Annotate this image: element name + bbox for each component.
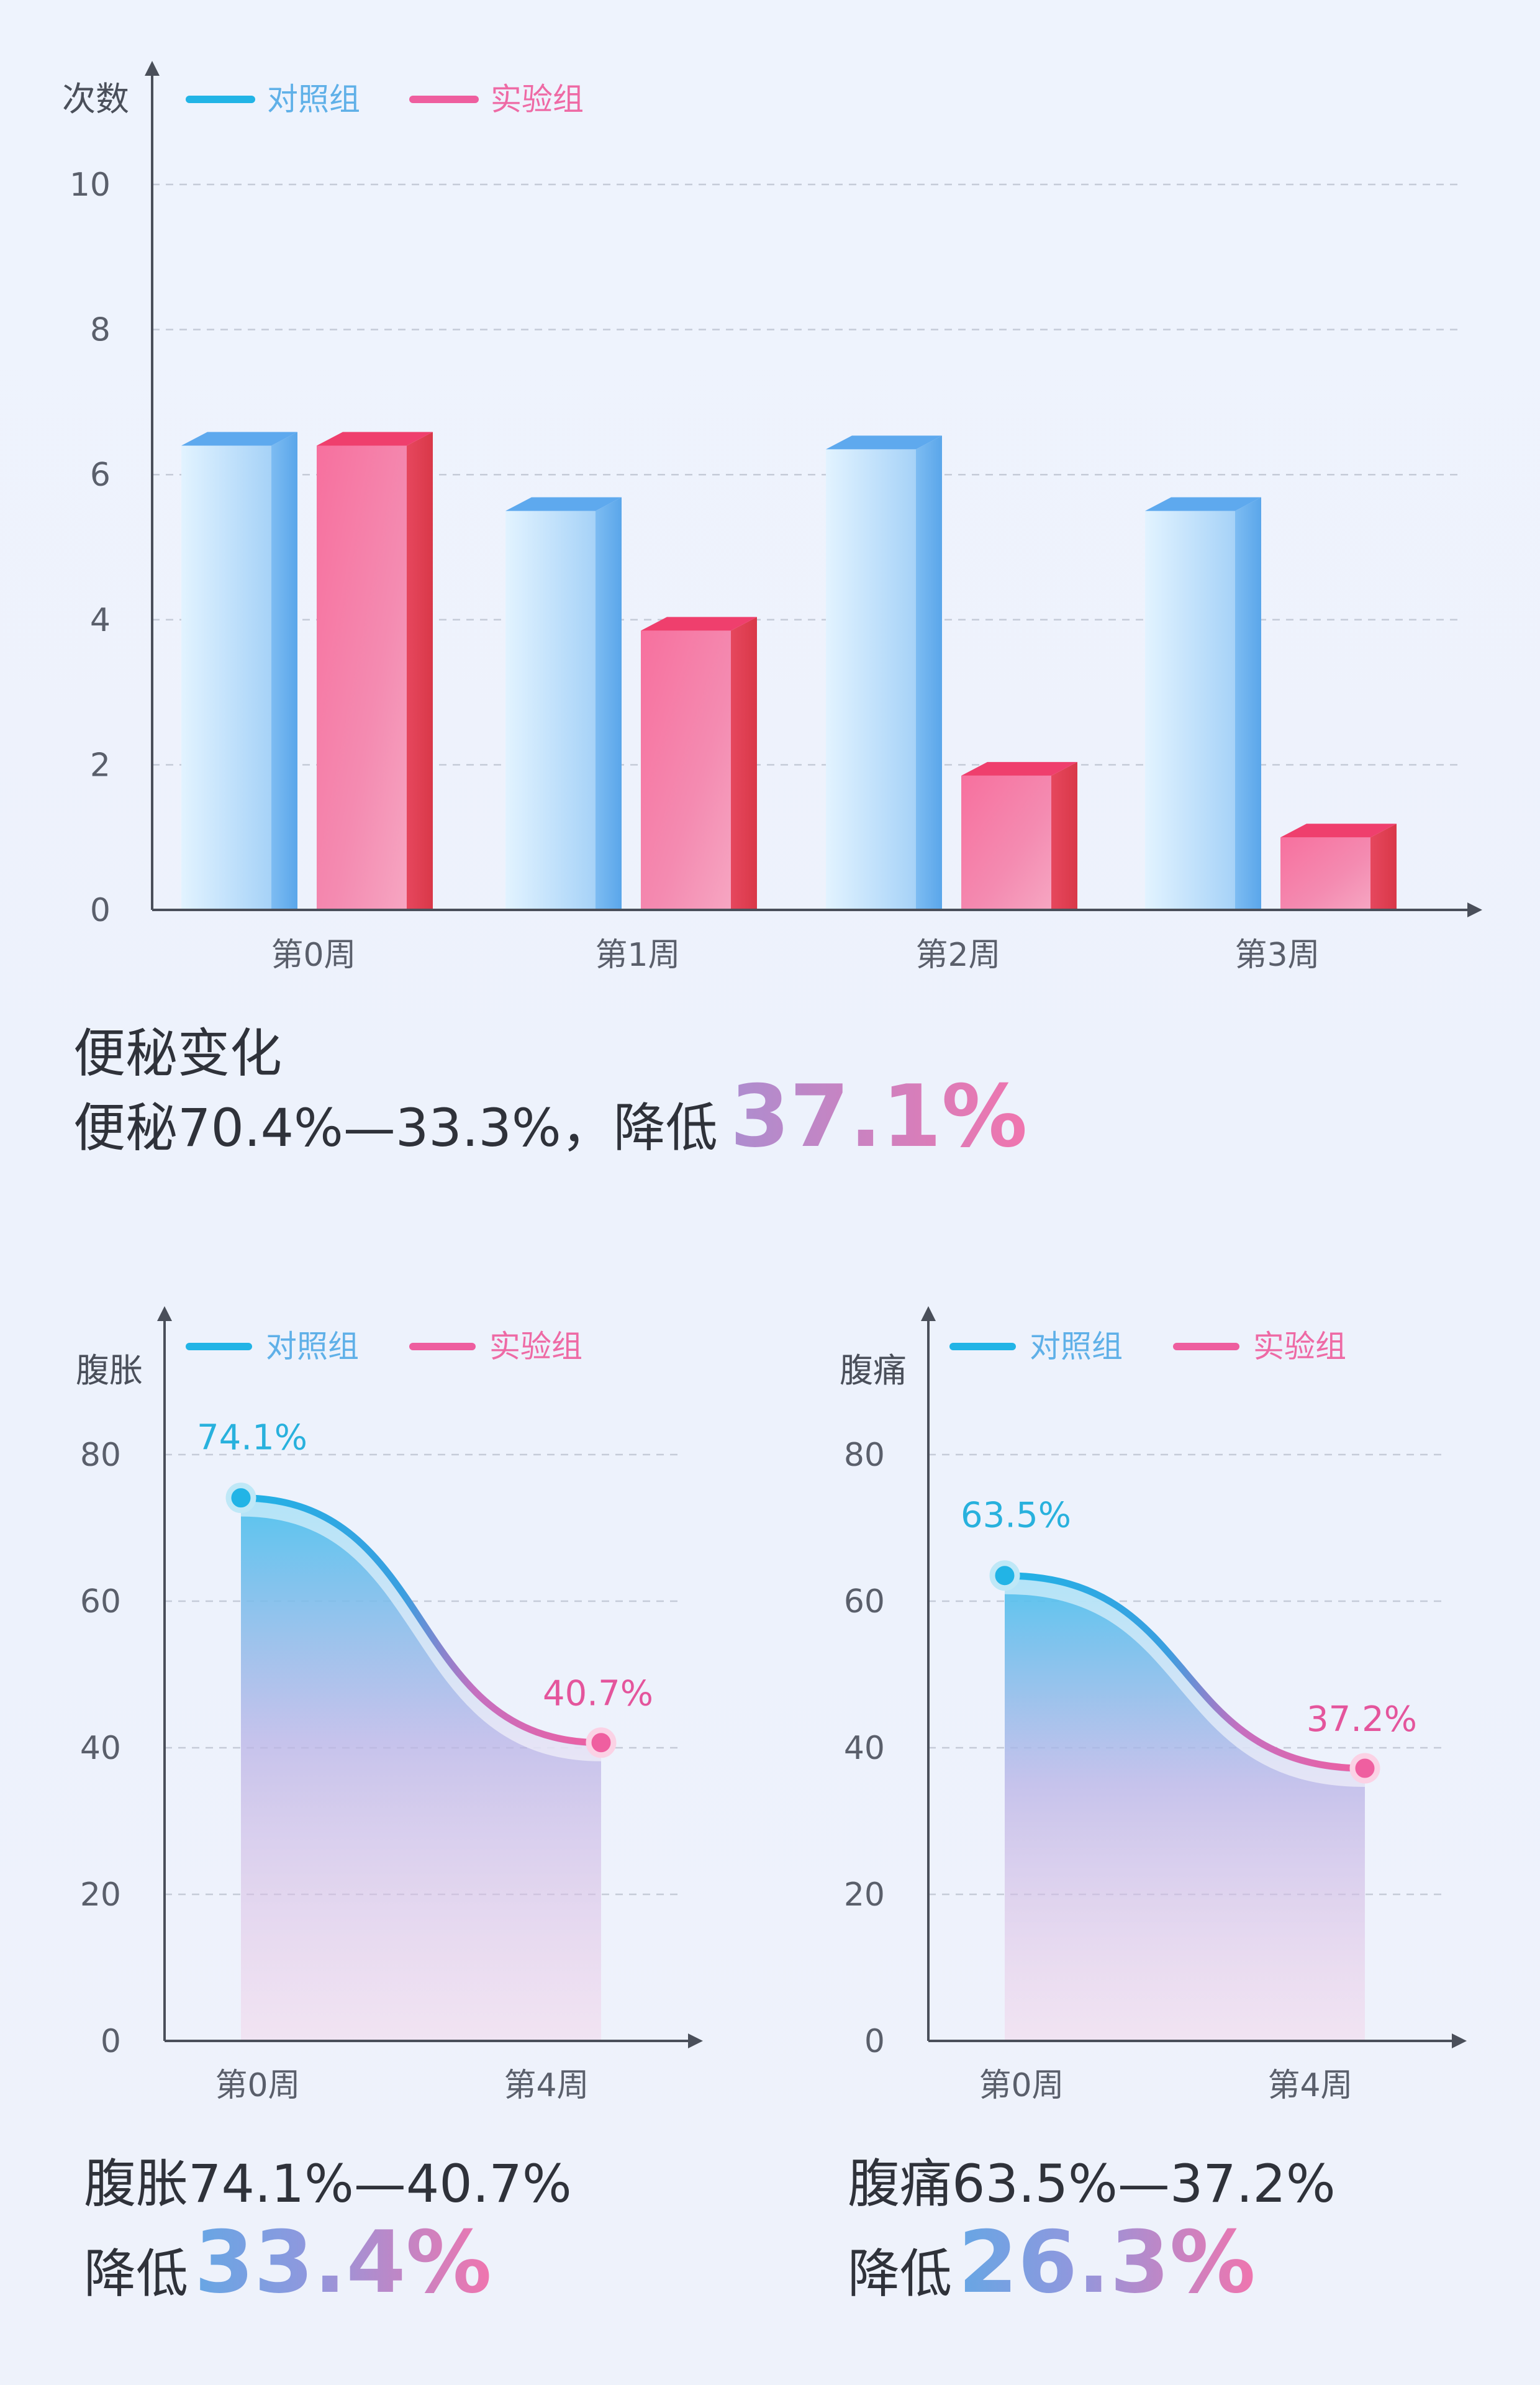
bar-y-tick-label: 4 [90,602,111,639]
bar-front-face [505,511,596,910]
area-y-axis-title: 腹胀 [76,1351,143,1390]
start-data-label: 63.5% [961,1496,1071,1536]
bar-x-tick-label: 第0周 [271,937,356,974]
area-curve [1001,1572,1369,1772]
end-data-label: 40.7% [543,1674,653,1714]
pain-reduction-line: 降低26.3% [848,2212,1256,2312]
area-fill [1005,1575,1365,2041]
area-y-tick-label: 60 [844,1583,885,1620]
bar-top-face [826,435,942,450]
legend-control-label: 对照组 [1030,1329,1123,1365]
area-y-axis-title: 腹痛 [840,1351,907,1390]
control-bar [826,435,942,910]
bar-side-face [1370,824,1397,910]
area-y-tick-label: 0 [101,2023,121,2060]
bar-front-face [181,445,271,910]
legend-control-label: 对照组 [266,1329,359,1365]
bar-x-tick-label: 第2周 [915,937,1000,974]
bar-x-tick-label: 第1周 [595,937,680,974]
bar-top-face [961,761,1077,776]
pain-summary: 腹痛63.5%—37.2% [848,2153,1336,2214]
constipation-reduction: 37.1% [730,1066,1028,1166]
curve-glow [1004,1579,1366,1788]
bar-top-face [181,432,297,446]
bar-front-face [641,630,731,910]
area-y-tick-label: 20 [844,1876,885,1914]
bar-front-face [961,775,1051,910]
bar-top-face [1145,497,1261,511]
experiment-bar [641,617,757,910]
bar-front-face [826,449,916,910]
legend-control-label: 对照组 [267,81,360,117]
legend-experiment-label: 实验组 [489,1329,582,1365]
area-y-tick-label: 40 [844,1730,885,1767]
bar-top-face [1280,824,1397,838]
bloating-reduction: 33.4% [194,2212,492,2312]
legend-experiment-label: 实验组 [1253,1329,1346,1365]
bar-front-face [1280,837,1370,910]
area-x-tick-label: 第4周 [504,2067,589,2104]
area-y-tick-label: 60 [80,1583,121,1620]
bar-side-face [271,432,297,910]
end-point [1349,1753,1380,1784]
bar-y-tick-label: 8 [90,312,111,349]
bar-y-tick-label: 10 [70,166,111,204]
constipation-summary: 便秘70.4%—33.3%，降低 37.1% [73,1066,1027,1166]
area-y-tick-label: 80 [844,1437,885,1474]
start-point [989,1560,1020,1591]
bar-y-tick-label: 6 [90,457,111,494]
bloating-reduction-line: 降低33.4% [84,2212,492,2312]
bloating-area-chart: 0 20 40 60 80 74.1% 40.7% 第0周 第4周 腹胀 对照组 实验组 [76,1306,703,2104]
area-x-tick-label: 第0周 [979,2067,1064,2104]
bar-side-face [916,435,942,910]
bar-y-tick-label: 2 [90,747,111,784]
pain-reduction: 26.3% [958,2212,1256,2312]
end-point [586,1727,617,1758]
bar-side-face [596,497,622,910]
experiment-bar [1280,824,1397,910]
area-y-tick-label: 40 [80,1730,121,1767]
area-y-tick-label: 20 [80,1876,121,1914]
experiment-bar [961,761,1077,910]
bar-top-face [505,497,622,511]
bar-top-face [317,432,433,446]
bar-y-axis-title: 次数 [62,80,129,119]
legend-experiment-label: 实验组 [491,81,584,117]
area-x-tick-label: 第4周 [1267,2067,1352,2104]
constipation-title: 便秘变化 [73,1023,282,1084]
bloating-reduce-label: 降低 [84,2243,188,2304]
bloating-summary: 腹胀74.1%—40.7% [84,2153,572,2214]
bar-side-face [407,432,433,910]
control-bar [1145,497,1261,910]
bar-side-face [1051,761,1077,910]
area-curve [237,1494,605,1747]
bar-top-face [641,617,757,631]
bar-x-tick-label: 第3周 [1234,937,1320,974]
area-x-tick-label: 第0周 [215,2067,300,2104]
pain-reduce-label: 降低 [848,2243,952,2304]
constipation-bar-chart: 0 2 4 6 8 10 第0周 第1周 第2周 第3周 次数 对照组 实验组 [62,61,1482,974]
area-fill [241,1497,601,2041]
constipation-summary-text: 便秘70.4%—33.3%，降低 [73,1097,718,1158]
control-bar [505,497,622,910]
control-bar [181,432,297,910]
bar-side-face [731,617,757,910]
start-point [225,1483,256,1514]
bar-front-face [317,445,407,910]
start-data-label: 74.1% [197,1418,307,1458]
pain-area-chart: 0 20 40 60 80 63.5% 37.2% 第0周 第4周 腹痛 对照组 实验组 [840,1306,1467,2104]
bar-front-face [1145,511,1235,910]
area-y-tick-label: 0 [864,2023,885,2060]
end-data-label: 37.2% [1307,1699,1417,1740]
area-y-tick-label: 80 [80,1437,121,1474]
bar-y-tick-label: 0 [90,892,111,929]
experiment-bar [317,432,433,910]
bar-side-face [1235,497,1261,910]
bar-legend: 对照组 实验组 [186,81,584,117]
curve-glow [240,1501,602,1761]
